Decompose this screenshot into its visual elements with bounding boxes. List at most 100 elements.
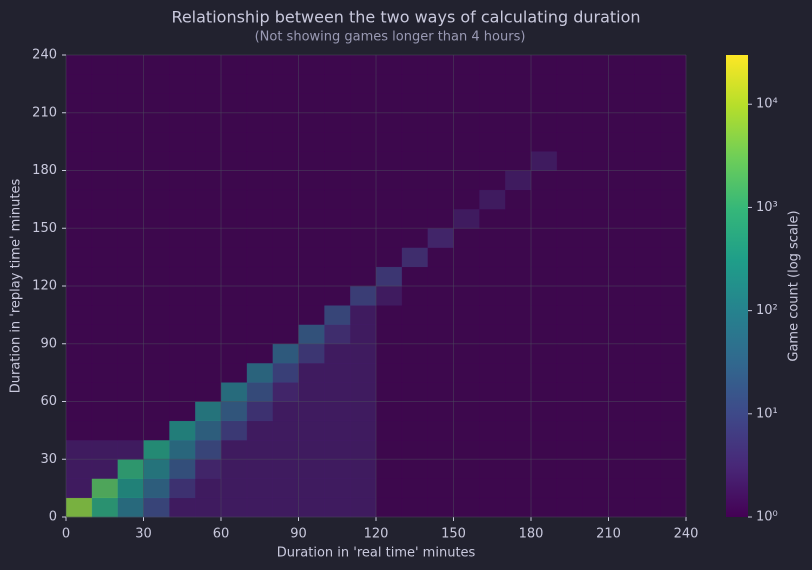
heatmap-cell xyxy=(608,305,635,325)
heatmap-cell xyxy=(556,401,583,422)
heatmap-cell xyxy=(505,247,532,268)
heatmap-cell xyxy=(401,497,428,518)
heatmap-cell xyxy=(427,401,454,422)
heatmap-cell xyxy=(246,74,273,94)
heatmap-cell xyxy=(634,209,661,229)
heatmap-cell xyxy=(556,93,583,114)
heatmap-cell xyxy=(350,382,377,402)
heatmap-cell xyxy=(453,266,480,287)
heatmap-cell xyxy=(91,363,118,383)
heatmap-cell xyxy=(246,440,273,460)
heatmap-cell xyxy=(298,382,325,402)
heatmap-cell xyxy=(582,132,609,152)
heatmap-cell xyxy=(505,363,532,383)
heatmap-cell xyxy=(91,497,118,518)
heatmap-cell xyxy=(427,324,454,345)
heatmap-cell xyxy=(246,189,273,210)
heatmap-cell xyxy=(246,93,273,114)
heatmap-cell xyxy=(427,132,454,152)
heatmap-cell xyxy=(169,305,196,325)
heatmap-cell xyxy=(634,343,661,364)
heatmap-cell xyxy=(479,401,506,422)
heatmap-cell xyxy=(117,401,144,422)
heatmap-cell xyxy=(660,478,687,499)
heatmap-cell xyxy=(66,189,93,210)
heatmap-cell xyxy=(401,132,428,152)
heatmap-cell xyxy=(66,497,93,518)
heatmap-cell xyxy=(505,343,532,364)
heatmap-cell xyxy=(324,286,351,306)
heatmap-cell xyxy=(272,420,299,441)
heatmap-cell xyxy=(453,401,480,422)
heatmap-cell xyxy=(427,151,454,171)
heatmap-cell xyxy=(582,324,609,345)
heatmap-cell xyxy=(66,440,93,460)
heatmap-cell xyxy=(401,343,428,364)
heatmap-cell xyxy=(582,228,609,248)
heatmap-cell xyxy=(117,170,144,191)
heatmap-cell xyxy=(91,74,118,94)
heatmap-cell xyxy=(350,55,377,75)
heatmap-cell xyxy=(117,266,144,287)
heatmap-cell xyxy=(143,497,170,518)
heatmap-cell xyxy=(427,170,454,191)
heatmap-cell xyxy=(195,170,222,191)
heatmap-cell xyxy=(376,266,403,287)
heatmap-cell xyxy=(556,151,583,171)
heatmap-cell xyxy=(272,459,299,479)
heatmap-cell xyxy=(195,209,222,229)
heatmap-cell xyxy=(324,93,351,114)
heatmap-cell xyxy=(582,151,609,171)
heatmap-cell xyxy=(117,286,144,306)
heatmap-cell xyxy=(350,401,377,422)
heatmap-cell xyxy=(143,209,170,229)
heatmap-cell xyxy=(660,93,687,114)
colorbar-tick-label: 10¹ xyxy=(756,406,778,421)
heatmap-cell xyxy=(634,420,661,441)
heatmap-cell xyxy=(221,324,248,345)
heatmap-cell xyxy=(453,55,480,75)
heatmap-cell xyxy=(531,286,558,306)
y-tick-label: 0 xyxy=(49,510,57,525)
heatmap-cell xyxy=(505,382,532,402)
heatmap-cell xyxy=(479,363,506,383)
heatmap-cell xyxy=(117,440,144,460)
heatmap-cell xyxy=(350,247,377,268)
colorbar-tick-label: 10³ xyxy=(756,200,778,215)
heatmap-cell xyxy=(66,266,93,287)
heatmap-cell xyxy=(634,478,661,499)
heatmap-cell xyxy=(479,286,506,306)
heatmap-cell xyxy=(117,459,144,479)
heatmap-cell xyxy=(582,247,609,268)
heatmap-cell xyxy=(272,189,299,210)
heatmap-cell xyxy=(660,151,687,171)
heatmap-cell xyxy=(298,286,325,306)
heatmap-cell xyxy=(195,343,222,364)
heatmap-cell xyxy=(246,363,273,383)
heatmap-cell xyxy=(298,247,325,268)
heatmap-cell xyxy=(582,401,609,422)
heatmap-cell xyxy=(427,305,454,325)
heatmap-cell xyxy=(556,497,583,518)
heatmap-cell xyxy=(401,286,428,306)
heatmap-cell xyxy=(91,420,118,441)
heatmap-cell xyxy=(195,247,222,268)
heatmap-cell xyxy=(91,266,118,287)
heatmap-cell xyxy=(479,459,506,479)
heatmap-cell xyxy=(634,324,661,345)
heatmap-cell xyxy=(66,286,93,306)
heatmap-cell xyxy=(556,132,583,152)
heatmap-cell xyxy=(350,189,377,210)
heatmap-cell xyxy=(531,247,558,268)
heatmap-cell xyxy=(505,401,532,422)
heatmap-cell xyxy=(143,440,170,460)
heatmap-cell xyxy=(479,55,506,75)
heatmap-cell xyxy=(350,459,377,479)
heatmap-cell xyxy=(246,151,273,171)
heatmap-cell xyxy=(660,305,687,325)
heatmap-cell xyxy=(272,209,299,229)
heatmap-cell xyxy=(324,324,351,345)
heatmap-cell xyxy=(272,401,299,422)
heatmap-cell xyxy=(660,170,687,191)
heatmap-cell xyxy=(221,151,248,171)
